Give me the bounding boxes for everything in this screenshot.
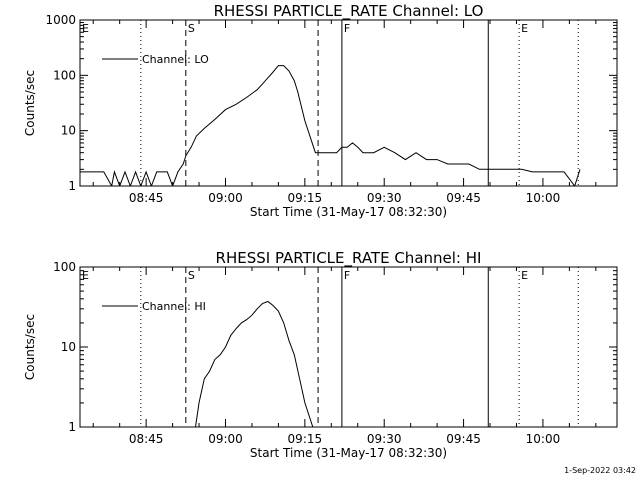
event-marker-label: F <box>344 22 350 35</box>
event-marker-label: E <box>82 22 89 35</box>
x-tick-label: 09:45 <box>446 432 481 446</box>
x-tick-label: 10:00 <box>526 432 561 446</box>
x-tick-label: 09:30 <box>367 191 402 205</box>
x-tick-label: 09:00 <box>208 432 243 446</box>
event-marker-label: E <box>521 269 528 282</box>
x-tick-label: 09:15 <box>288 432 323 446</box>
x-tick-label: 09:15 <box>288 191 323 205</box>
series-line <box>195 300 314 427</box>
y-axis-label: Counts/sec <box>23 70 37 136</box>
event-marker-label: F <box>344 269 350 282</box>
event-marker-label: S <box>188 22 195 35</box>
y-tick-label: 10 <box>61 124 76 138</box>
y-tick-label: 10 <box>61 340 76 354</box>
x-axis-label: Start Time (31-May-17 08:32:30) <box>250 205 447 219</box>
series-line <box>80 65 581 186</box>
x-tick-label: 08:45 <box>129 191 164 205</box>
y-tick-label: 1000 <box>45 13 76 27</box>
x-tick-label: 09:45 <box>446 191 481 205</box>
y-tick-label: 100 <box>53 68 76 82</box>
x-tick-label: 10:00 <box>526 191 561 205</box>
x-tick-label: 09:30 <box>367 432 402 446</box>
legend-entry: Channel: LO <box>142 53 209 66</box>
y-tick-label: 1 <box>68 420 76 434</box>
x-tick-label: 08:45 <box>129 432 164 446</box>
plot-timestamp: 1-Sep-2022 03:42 <box>564 466 636 475</box>
event-marker-label: E <box>82 269 89 282</box>
panel-2: RHESSI PARTICLE_RATE Channel: HI 1 10 100 08… <box>23 249 618 460</box>
y-tick-label: 1 <box>68 179 76 193</box>
event-marker-label: S <box>188 269 195 282</box>
x-tick-label: 09:00 <box>208 191 243 205</box>
event-marker-label: E <box>521 22 528 35</box>
chart-title: RHESSI PARTICLE_RATE Channel: HI <box>216 249 482 268</box>
x-axis-label: Start Time (31-May-17 08:32:30) <box>250 446 447 460</box>
legend-entry: Channel: HI <box>142 300 206 313</box>
chart-title: RHESSI PARTICLE_RATE Channel: LO <box>214 2 484 21</box>
y-axis-label: Counts/sec <box>23 314 37 380</box>
plot-frame <box>79 19 618 187</box>
panel-1: RHESSI PARTICLE_RATE Channel: LO 1 10 100 10… <box>23 2 618 219</box>
y-tick-label: 100 <box>53 260 76 274</box>
plot-frame <box>79 266 618 428</box>
